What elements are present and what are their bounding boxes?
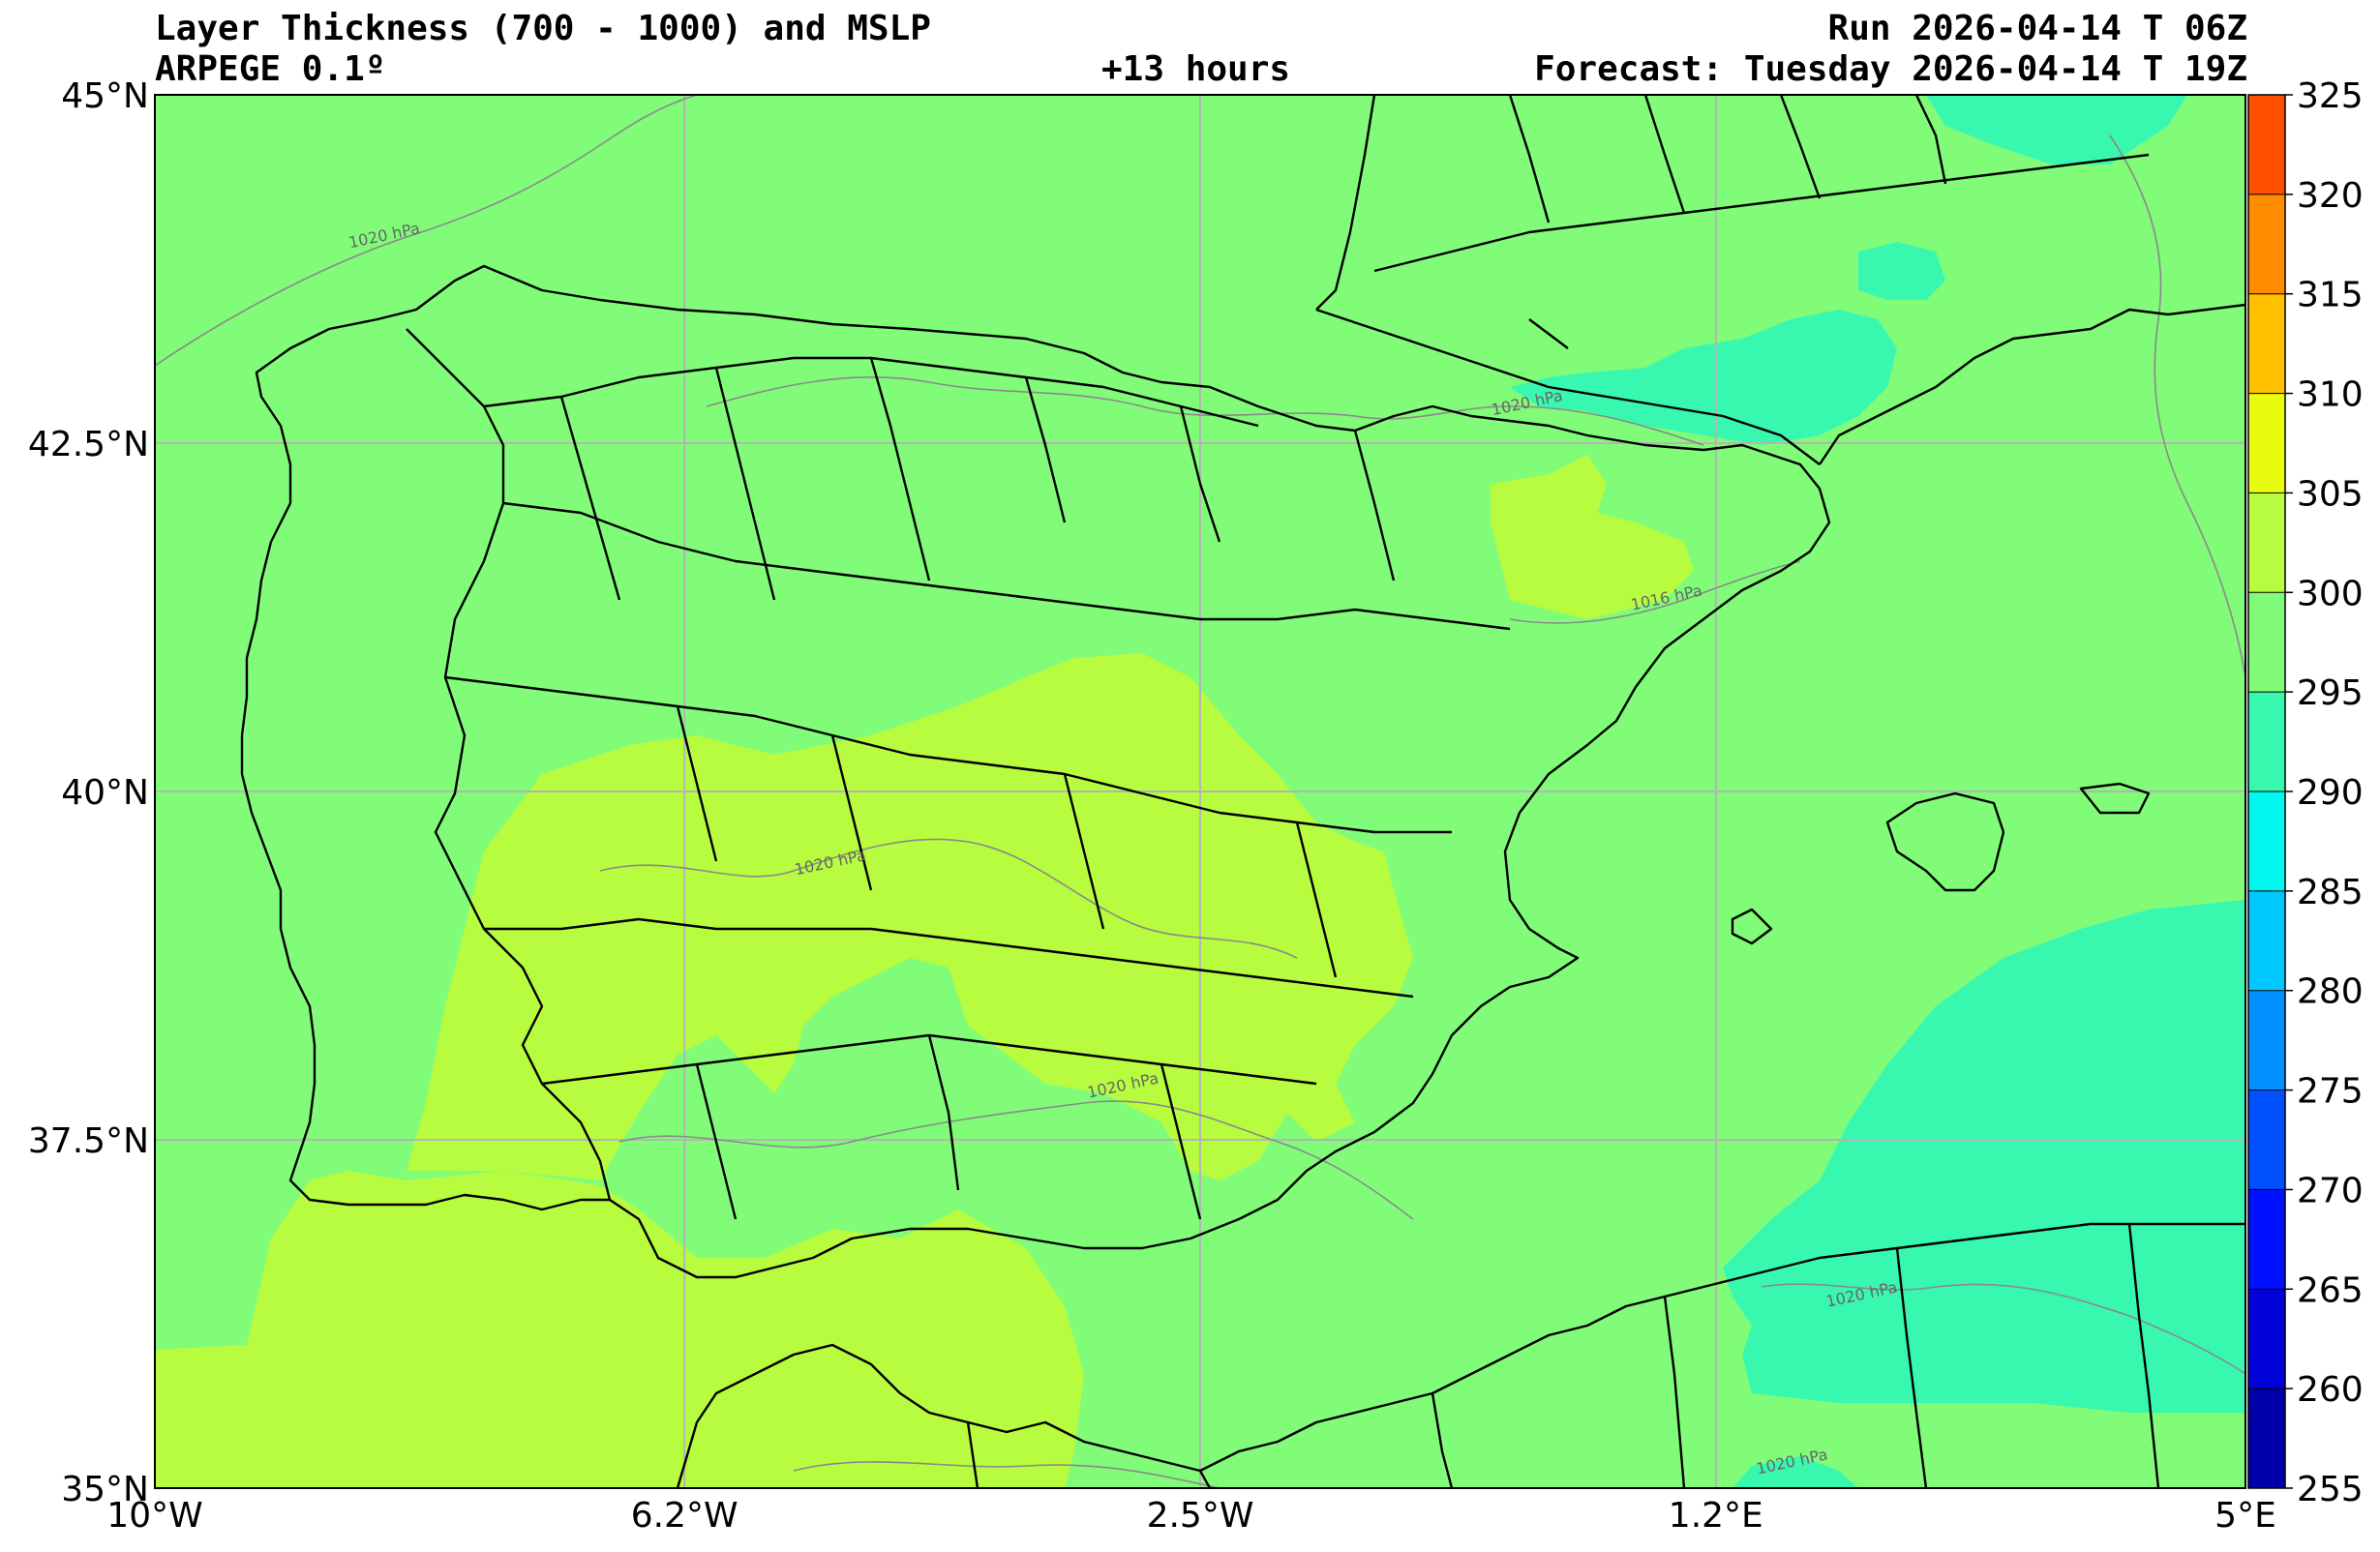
colorbar-label-13: 320 xyxy=(2297,176,2364,216)
ibiza-coastline xyxy=(1731,908,1773,945)
colorbar-label-12: 315 xyxy=(2297,276,2364,315)
isobar-north-spain xyxy=(706,375,1704,446)
thickness-285-290-regions xyxy=(1510,95,2245,1488)
lon-tick-label-1: 6.2°W xyxy=(631,1496,738,1536)
colorbar-segment-5 xyxy=(2248,890,2285,992)
lat-tick-label-2: 40°N xyxy=(61,773,149,813)
cool-region-north-africa-med xyxy=(1723,900,2245,1413)
isobar-far-south xyxy=(793,1461,1220,1488)
province-borders-north xyxy=(483,356,1396,601)
iberia-coastline xyxy=(240,264,1831,1279)
algeria-province-borders xyxy=(966,1223,2160,1488)
colorbar-label-5: 280 xyxy=(2297,972,2364,1012)
cool-region-alps xyxy=(1926,95,2187,164)
latitude-tick-labels: 45°N 42.5°N 40°N 37.5°N 35°N xyxy=(28,76,149,1509)
cool-region-massif-central xyxy=(1858,242,1945,300)
lon-tick-label-0: 10°W xyxy=(106,1496,202,1536)
isobar-ebro xyxy=(1509,560,1801,624)
colorbar-label-4: 275 xyxy=(2297,1072,2364,1112)
model-name: ARPEGE 0.1º xyxy=(155,49,386,89)
colorbar-segment-1 xyxy=(2248,1289,2285,1389)
colorbar-segment-8 xyxy=(2248,592,2285,693)
france-department-borders xyxy=(1373,95,2150,273)
lon-tick-label-4: 5°E xyxy=(2214,1496,2276,1536)
spain-portugal-border xyxy=(406,328,612,1201)
colorbar-segment-4 xyxy=(2248,990,2285,1091)
colorbar-label-9: 300 xyxy=(2297,574,2364,613)
isobar-atlantic xyxy=(155,95,698,367)
colorbar-segment-13 xyxy=(2248,95,2285,195)
colorbar-segment-11 xyxy=(2248,293,2285,395)
colorbar-label-0: 255 xyxy=(2297,1470,2364,1509)
colorbar-segment-6 xyxy=(2248,791,2285,892)
province-borders-south xyxy=(484,917,1414,1220)
mallorca-coastline xyxy=(1885,791,2005,892)
colorbar-label-10: 305 xyxy=(2297,474,2364,514)
colorbar-label-1: 260 xyxy=(2297,1370,2364,1410)
lat-tick-label-4: 35°N xyxy=(61,1470,149,1509)
isobar-med-east xyxy=(2109,134,2245,678)
colorbar-segment-10 xyxy=(2248,393,2285,493)
map-frame xyxy=(154,94,2246,1489)
colorbar-segment-0 xyxy=(2248,1388,2285,1489)
colorbar-label-8: 295 xyxy=(2297,673,2364,713)
cool-region-south-edge xyxy=(1732,1456,1858,1488)
colorbar-segment-7 xyxy=(2248,692,2285,792)
lon-tick-label-3: 1.2°E xyxy=(1669,1496,1763,1536)
france-coastline xyxy=(1315,95,1569,349)
colorbar-label-14: 325 xyxy=(2297,76,2364,116)
forecast-valid-time: Forecast: Tuesday 2026-04-14 T 19Z xyxy=(1534,49,2247,89)
isobar-south xyxy=(618,1100,1414,1220)
colorbar-label-6: 285 xyxy=(2297,873,2364,912)
lat-tick-label-1: 42.5°N xyxy=(28,425,149,464)
province-borders-central xyxy=(444,501,1511,978)
longitude-tick-labels: 10°W 6.2°W 2.5°W 1.2°E 5°E xyxy=(106,1496,2276,1536)
colorbar-segment-2 xyxy=(2248,1189,2285,1290)
colorbar-segment-12 xyxy=(2248,194,2285,295)
colorbar-segment-3 xyxy=(2248,1089,2285,1190)
colorbar: 255 260 265 270 275 280 285 290 295 300 305 310 315 3… xyxy=(2247,76,2364,1509)
colorbar-label-2: 265 xyxy=(2297,1270,2364,1310)
colorbar-label-3: 270 xyxy=(2297,1171,2364,1210)
thickness-295-300-regions xyxy=(155,455,1694,1488)
mslp-isobars xyxy=(155,95,2245,1488)
warm-region-ebro xyxy=(1491,455,1694,619)
coastlines-and-borders xyxy=(240,95,2245,1488)
forecast-lead-time: +13 hours xyxy=(1101,49,1291,89)
lon-tick-label-2: 2.5°W xyxy=(1147,1496,1254,1536)
spain-france-border xyxy=(1315,308,1821,465)
warm-region-central-spain xyxy=(407,653,1413,1180)
menorca-coastline xyxy=(2079,782,2151,815)
run-time: Run 2026-04-14 T 06Z xyxy=(1827,9,2247,48)
lat-tick-label-3: 37.5°N xyxy=(28,1121,149,1161)
france-med-coast xyxy=(1819,303,2245,465)
colorbar-label-11: 310 xyxy=(2297,375,2364,415)
colorbar-label-7: 290 xyxy=(2297,773,2364,813)
colorbar-segment-9 xyxy=(2248,492,2285,593)
warm-region-gulf-cadiz xyxy=(155,1171,1084,1488)
isobar-north-africa xyxy=(1761,1283,2245,1375)
map-title: Layer Thickness (700 - 1000) and MSLP xyxy=(155,9,931,48)
cool-region-pyrenees xyxy=(1510,310,1897,445)
isobar-central xyxy=(599,838,1298,959)
lat-tick-label-0: 45°N xyxy=(61,76,149,116)
